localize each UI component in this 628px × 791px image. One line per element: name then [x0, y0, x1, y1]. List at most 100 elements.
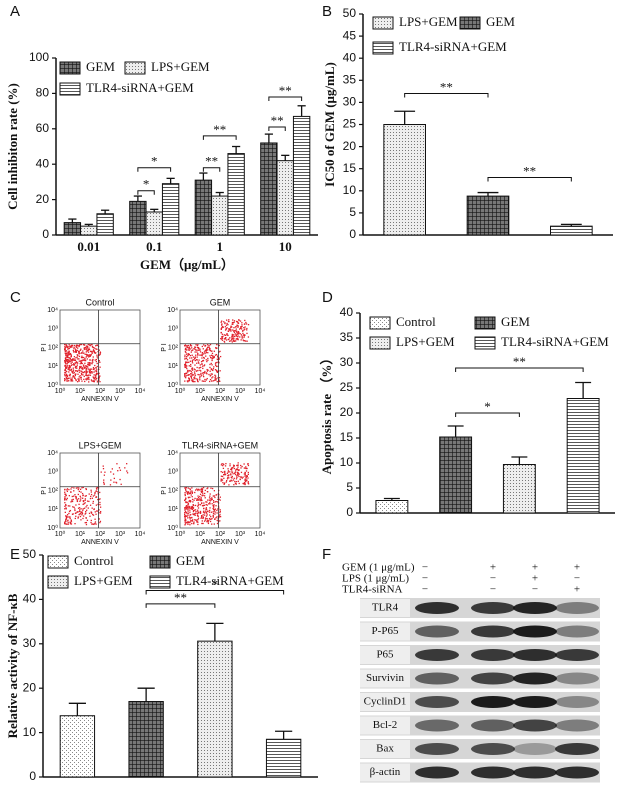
event-dot	[75, 350, 77, 352]
event-dot	[73, 371, 75, 374]
x-tick-label: 0.01	[77, 239, 100, 254]
event-dot	[239, 336, 241, 338]
event-dot	[67, 351, 69, 353]
event-dot	[85, 523, 88, 526]
event-dot	[66, 515, 68, 517]
event-dot	[221, 463, 223, 465]
y-tick-label: 10⁴	[167, 307, 178, 314]
event-dot	[193, 513, 195, 515]
event-dot	[196, 351, 198, 353]
events	[184, 319, 250, 383]
event-dot	[89, 504, 92, 506]
event-dot	[206, 346, 209, 348]
event-dot	[196, 521, 198, 523]
event-dot	[227, 338, 229, 341]
event-dot	[75, 497, 77, 500]
event-dot	[73, 351, 75, 353]
event-dot	[222, 464, 224, 467]
event-dot	[66, 366, 68, 369]
event-dot	[193, 499, 195, 501]
y-tick-label: 20	[23, 680, 37, 694]
event-dot	[241, 325, 243, 328]
event-dot	[189, 511, 191, 513]
legend-label: LPS+GEM	[74, 573, 133, 588]
event-dot	[214, 379, 216, 381]
event-dot	[190, 351, 192, 353]
event-dot	[82, 503, 84, 506]
event-dot	[191, 362, 194, 364]
event-dot	[188, 374, 190, 376]
event-dot	[84, 498, 87, 500]
event-dot	[98, 360, 100, 362]
event-dot	[212, 507, 214, 510]
event-dot	[202, 372, 205, 374]
x-tick-label: 10²	[95, 388, 106, 395]
event-dot	[211, 380, 213, 382]
event-dot	[209, 349, 211, 352]
event-dot	[71, 371, 74, 373]
event-dot	[196, 379, 199, 381]
event-dot	[243, 467, 246, 469]
event-dot	[86, 377, 88, 379]
legend-swatch	[149, 575, 171, 589]
blot-band	[415, 672, 459, 685]
events	[184, 462, 250, 526]
event-dot	[225, 319, 228, 321]
event-dot	[236, 335, 238, 338]
event-dot	[77, 517, 79, 519]
event-dot	[89, 515, 91, 517]
event-dot	[230, 339, 233, 341]
x-tick-label: 1	[217, 239, 224, 254]
event-dot	[191, 522, 193, 525]
legend-swatch	[474, 336, 496, 350]
event-dot	[70, 353, 72, 356]
event-dot	[188, 349, 191, 351]
event-dot	[64, 497, 66, 499]
event-dot	[242, 339, 244, 341]
event-dot	[243, 482, 246, 484]
event-dot	[96, 510, 98, 512]
event-dot	[214, 363, 217, 365]
event-dot	[79, 375, 81, 377]
event-dot	[195, 489, 197, 491]
event-dot	[214, 376, 216, 379]
event-dot	[74, 494, 76, 496]
event-dot	[214, 511, 216, 513]
event-dot	[196, 499, 198, 501]
y-tick-label: 10¹	[48, 506, 59, 513]
error-bar	[383, 497, 400, 501]
event-dot	[236, 331, 238, 334]
bar	[96, 213, 114, 236]
event-dot	[198, 488, 200, 490]
event-dot	[197, 373, 199, 376]
event-dot	[221, 320, 223, 322]
event-dot	[191, 506, 194, 509]
event-dot	[80, 513, 82, 515]
y-tick-label: 0	[29, 769, 36, 783]
event-dot	[206, 514, 208, 516]
event-dot	[65, 359, 68, 362]
event-dot	[75, 487, 78, 489]
event-dot	[67, 348, 69, 350]
event-dot	[186, 506, 189, 508]
event-dot	[212, 508, 215, 510]
event-dot	[209, 520, 212, 523]
significance-bracket	[137, 167, 172, 172]
legend-swatch	[47, 555, 69, 569]
event-dot	[217, 356, 219, 358]
event-dot	[81, 512, 84, 515]
condition-sign: −	[490, 573, 496, 585]
event-dot	[79, 488, 82, 490]
event-dot	[73, 487, 75, 489]
event-dot	[84, 347, 87, 349]
event-dot	[232, 466, 234, 469]
event-dot	[184, 523, 187, 525]
event-dot	[242, 482, 244, 485]
event-dot	[64, 370, 67, 372]
event-dot	[74, 512, 77, 514]
event-dot	[241, 322, 243, 324]
event-dot	[93, 371, 95, 373]
event-dot	[244, 483, 246, 485]
event-dot	[185, 486, 188, 489]
event-dot	[184, 354, 186, 356]
